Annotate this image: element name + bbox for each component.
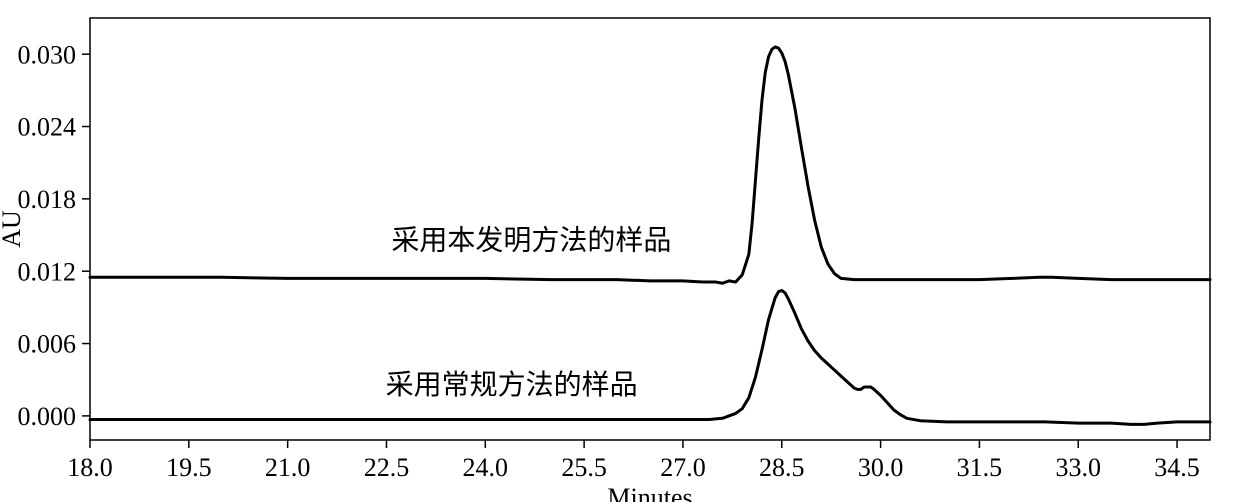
x-tick-label: 21.0 (265, 453, 311, 482)
x-tick-label: 24.0 (463, 453, 509, 482)
x-tick-label: 33.0 (1055, 453, 1101, 482)
y-tick-label: 0.006 (18, 330, 77, 359)
series-bottom (90, 290, 1210, 424)
x-tick-label: 27.0 (660, 453, 706, 482)
annotation-0: 采用本发明方法的样品 (391, 224, 671, 256)
y-tick-label: 0.024 (18, 113, 77, 142)
x-tick-label: 22.5 (364, 453, 410, 482)
x-tick-label: 19.5 (166, 453, 212, 482)
y-tick-label: 0.018 (18, 185, 77, 214)
x-tick-label: 31.5 (957, 453, 1003, 482)
y-tick-label: 0.000 (18, 402, 77, 431)
x-tick-label: 25.5 (561, 453, 607, 482)
y-tick-label: 0.012 (18, 257, 77, 286)
y-axis-title: AU (0, 210, 26, 248)
chromatogram-chart: 18.0 19.5 21.0 22.5 24.0 25.5 27.0 28.5 30.0 31.5… (0, 0, 1240, 502)
x-tick-label: 30.0 (858, 453, 904, 482)
x-tick-label: 18.0 (67, 453, 113, 482)
x-tick-label: 34.5 (1154, 453, 1200, 482)
y-tick-label: 0.030 (18, 40, 77, 69)
x-tick-label: 28.5 (759, 453, 805, 482)
chart-container: 18.0 19.5 21.0 22.5 24.0 25.5 27.0 28.5 30.0 31.5… (0, 0, 1240, 502)
x-axis-title: Minutes (607, 483, 692, 502)
annotation-1: 采用常规方法的样品 (386, 369, 638, 401)
